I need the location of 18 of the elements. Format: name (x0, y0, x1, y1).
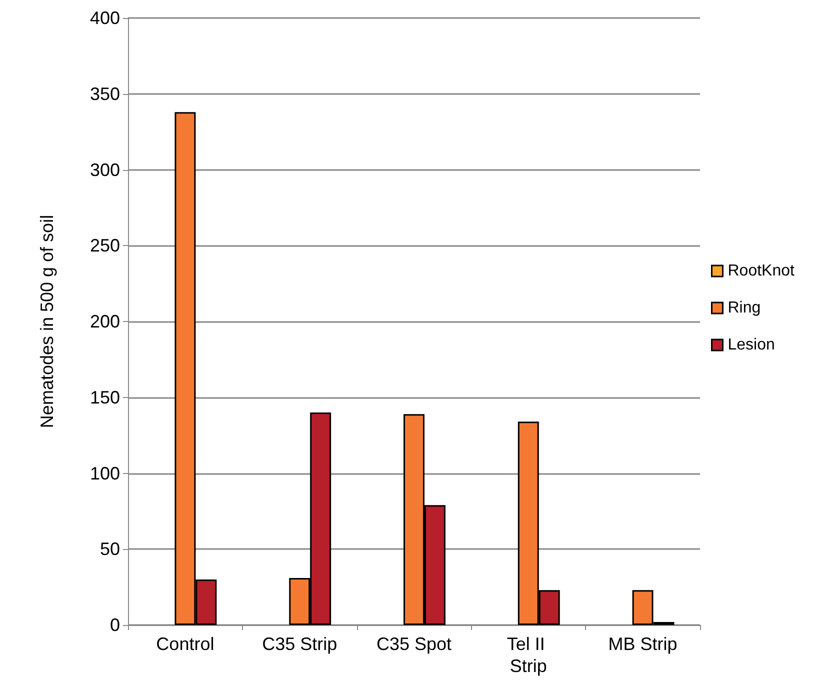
y-tick-label: 150 (90, 387, 120, 408)
legend-label: Ring (728, 300, 761, 316)
x-tick-label: Tel II Strip (506, 634, 550, 676)
x-tick-label: Control (156, 634, 214, 654)
y-axis-title: Nematodes in 500 g of soil (37, 214, 57, 428)
y-tick-label: 250 (90, 236, 120, 256)
y-tick-label: 0 (110, 615, 120, 635)
y-tick-label: 50 (100, 539, 120, 560)
y-tick-label: 350 (90, 84, 120, 104)
y-tick-label: 200 (90, 312, 120, 332)
x-tick-label: C35 Strip (262, 634, 338, 654)
y-tick-label: 100 (90, 463, 120, 484)
x-tick-label: C35 Spot (376, 634, 452, 654)
legend-label: RootKnot (728, 262, 796, 280)
y-tick-label: 400 (90, 8, 120, 28)
legend-label: Lesion (728, 336, 775, 354)
y-tick-label: 300 (90, 160, 120, 180)
x-tick-label: MB Strip (608, 634, 678, 654)
